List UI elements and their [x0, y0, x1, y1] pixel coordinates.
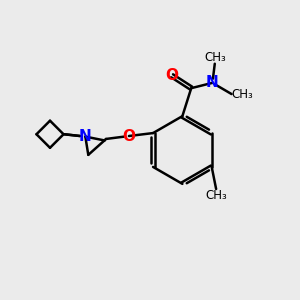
Text: O: O — [166, 68, 178, 83]
Text: CH₃: CH₃ — [204, 51, 226, 64]
Text: O: O — [122, 128, 135, 143]
Text: N: N — [79, 129, 92, 144]
Text: N: N — [206, 75, 219, 90]
Text: CH₃: CH₃ — [205, 189, 227, 202]
Text: CH₃: CH₃ — [232, 88, 253, 100]
